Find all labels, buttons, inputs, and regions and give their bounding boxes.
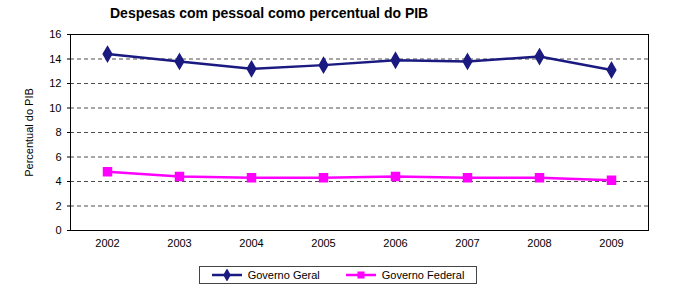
svg-text:2009: 2009: [599, 237, 623, 249]
svg-text:4: 4: [55, 175, 61, 187]
svg-text:2003: 2003: [167, 237, 191, 249]
html-text:Despesas com pessoal como perc: Despesas com pessoal como percentual do …: [110, 5, 429, 21]
svg-text:8: 8: [55, 126, 61, 138]
svg-text:2008: 2008: [527, 237, 551, 249]
svg-text:10: 10: [49, 102, 61, 114]
svg-text:14: 14: [49, 53, 61, 65]
html-text:Governo Geral: Governo Geral: [247, 269, 320, 281]
svg-text:0: 0: [55, 224, 61, 236]
html-text:Governo Federal: Governo Federal: [381, 269, 465, 281]
svg-text:2006: 2006: [383, 237, 407, 249]
svg-text:2004: 2004: [239, 237, 263, 249]
svg-text:Percentual do PIB: Percentual do PIB: [23, 88, 35, 177]
svg-text:2002: 2002: [95, 237, 119, 249]
svg-text:2: 2: [55, 200, 61, 212]
svg-text:6: 6: [55, 151, 61, 163]
svg-text:16: 16: [49, 28, 61, 40]
svg-text:2007: 2007: [455, 237, 479, 249]
svg-text:2005: 2005: [311, 237, 335, 249]
svg-text:12: 12: [49, 77, 61, 89]
